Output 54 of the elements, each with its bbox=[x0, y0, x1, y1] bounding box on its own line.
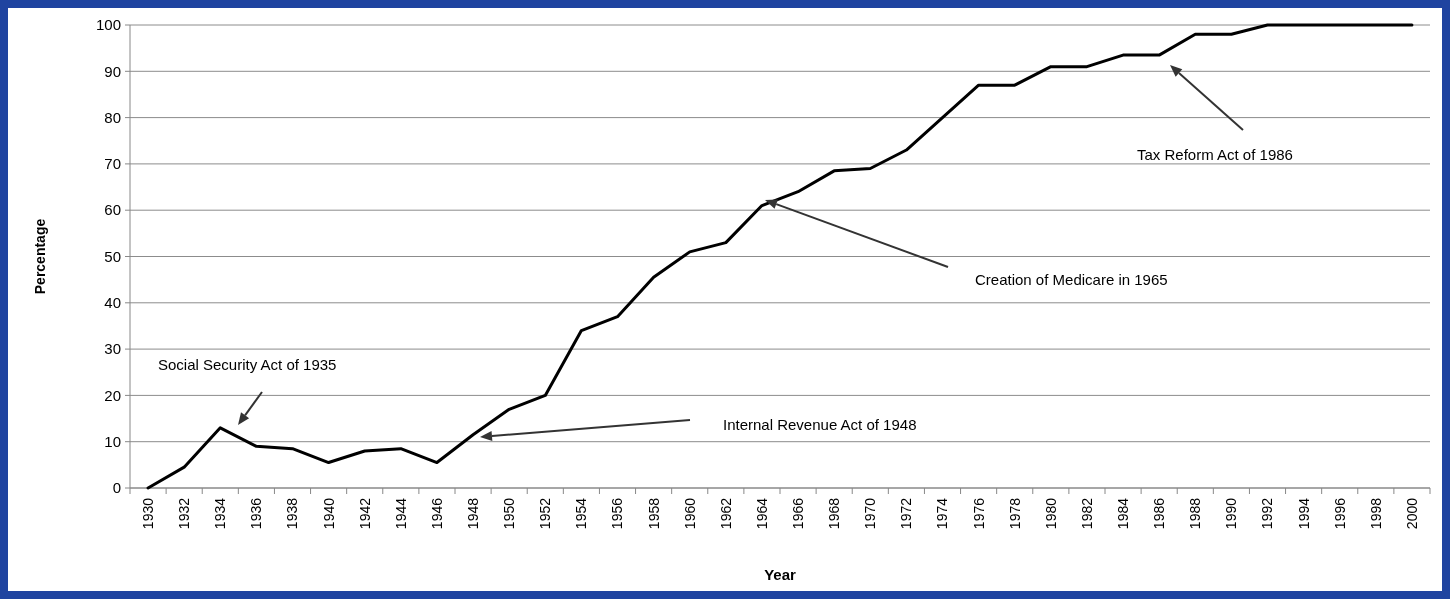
annotation: Tax Reform Act of 1986 bbox=[1137, 146, 1293, 163]
x-tick-label: 1996 bbox=[1331, 497, 1348, 530]
y-tick-label: 0 bbox=[112, 479, 121, 497]
y-tick-label: 80 bbox=[104, 108, 121, 126]
x-axis-title: Year bbox=[764, 566, 797, 583]
x-tick-label: 1992 bbox=[1259, 497, 1276, 530]
y-tick-label: 50 bbox=[104, 247, 121, 265]
x-tick-label: 1960 bbox=[681, 497, 698, 530]
line-series bbox=[146, 23, 1414, 490]
x-tick-label: 1964 bbox=[753, 497, 770, 530]
x-tick-label: 1988 bbox=[1187, 497, 1204, 530]
x-tick-label: 1948 bbox=[464, 497, 481, 530]
x-tick-label: 1962 bbox=[717, 497, 734, 530]
y-tick-label: 40 bbox=[104, 294, 121, 312]
x-tick-label: 1942 bbox=[356, 497, 373, 530]
x-tick-label: 1970 bbox=[862, 497, 879, 530]
x-tick-label: 1982 bbox=[1078, 497, 1095, 530]
x-tick-label: 1980 bbox=[1042, 497, 1059, 530]
x-tick-label: 1932 bbox=[176, 497, 193, 530]
y-tick-label: 100 bbox=[95, 16, 121, 34]
x-tick-label: 1934 bbox=[212, 497, 229, 530]
x-tick-label: 1974 bbox=[934, 497, 951, 530]
y-tick-label: 60 bbox=[104, 201, 121, 219]
y-tick-label: 30 bbox=[104, 340, 121, 358]
x-tick-label: 1930 bbox=[139, 497, 156, 530]
x-tick-label: 1976 bbox=[970, 497, 987, 530]
x-tick-label: 1954 bbox=[573, 497, 590, 530]
x-tick-label: 1994 bbox=[1295, 497, 1312, 530]
x-tick-label: 2000 bbox=[1403, 497, 1420, 530]
x-tick-label: 1958 bbox=[645, 497, 662, 530]
y-tick-label: 90 bbox=[104, 62, 121, 80]
x-tick-label: 1978 bbox=[1006, 497, 1023, 530]
x-tick-label: 1944 bbox=[392, 497, 409, 530]
x-tick-label: 1946 bbox=[428, 497, 445, 530]
annotation: Internal Revenue Act of 1948 bbox=[723, 416, 917, 433]
annotation: Social Security Act of 1935 bbox=[158, 356, 337, 373]
x-tick-label: 1956 bbox=[609, 497, 626, 530]
x-tick-label: 1952 bbox=[537, 497, 554, 530]
x-tick-label: 1984 bbox=[1114, 497, 1131, 530]
x-tick-label: 1968 bbox=[826, 497, 843, 530]
y-tick-label: 20 bbox=[104, 386, 121, 404]
annotation: Creation of Medicare in 1965 bbox=[975, 271, 1168, 288]
x-tick-label: 1950 bbox=[501, 497, 518, 530]
x-tick-label: 1990 bbox=[1223, 497, 1240, 530]
x-tick-label: 1938 bbox=[284, 497, 301, 530]
y-tick-label: 10 bbox=[104, 432, 121, 450]
y-axis-title: Percentage bbox=[32, 218, 48, 295]
y-tick-label: 70 bbox=[104, 155, 121, 173]
x-tick-label: 1986 bbox=[1151, 497, 1168, 530]
x-tick-label: 1972 bbox=[898, 497, 915, 530]
x-tick-label: 1966 bbox=[789, 497, 806, 530]
x-tick-label: 1998 bbox=[1367, 497, 1384, 530]
x-tick-label: 1940 bbox=[320, 497, 337, 530]
x-tick-label: 1936 bbox=[248, 497, 265, 530]
